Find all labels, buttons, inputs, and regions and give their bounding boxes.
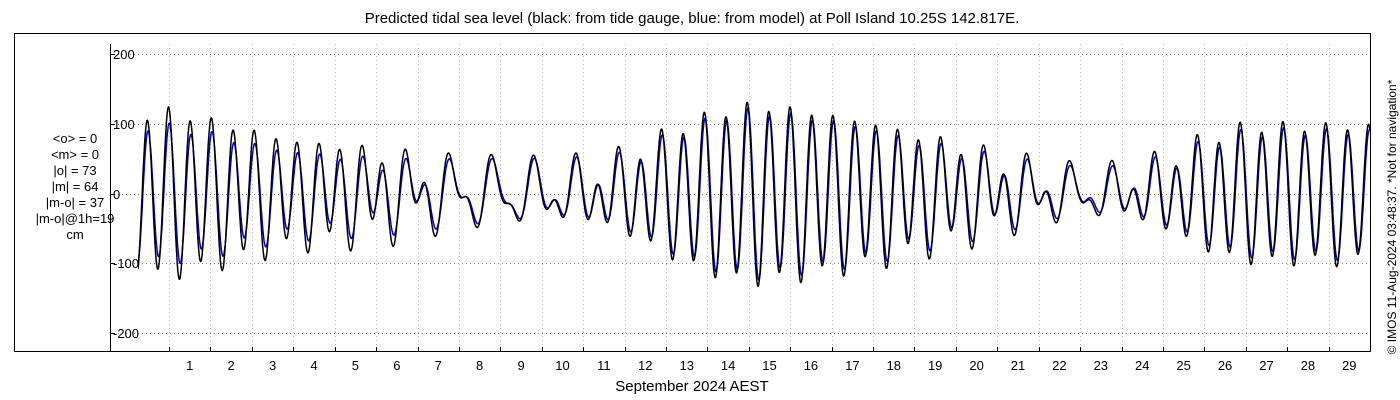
x-tick-label: 3 — [269, 358, 276, 373]
stat-abs-model: |m| = 64 — [51, 179, 99, 194]
series-layer — [138, 101, 1370, 287]
series-line-tide-gauge — [138, 101, 1370, 287]
x-tick-label: 15 — [762, 358, 776, 373]
x-tick-label: 19 — [928, 358, 942, 373]
x-tick-label: 27 — [1259, 358, 1273, 373]
stat-unit: cm — [66, 227, 84, 242]
x-tick-label: 4 — [310, 358, 317, 373]
y-tick-label: 200 — [113, 47, 135, 62]
x-tick-label: 5 — [352, 358, 359, 373]
x-tick-label: 13 — [679, 358, 693, 373]
y-tick-label: -200 — [113, 326, 139, 341]
x-tick-label: 10 — [555, 358, 569, 373]
x-tick-label: 1 — [186, 358, 193, 373]
x-tick-label: 11 — [597, 358, 611, 373]
stat-abs-observed: |o| = 73 — [53, 163, 97, 178]
stat-abs-difference: |m-o| = 37 — [45, 195, 105, 210]
axes — [110, 44, 1330, 351]
y-tick-label: 100 — [113, 117, 135, 132]
x-tick-label: 20 — [969, 358, 983, 373]
chart-title: Predicted tidal sea level (black: from t… — [364, 10, 1020, 27]
x-tick-label: 9 — [517, 358, 524, 373]
x-tick-label: 17 — [845, 358, 859, 373]
y-tick-label: 0 — [113, 187, 120, 202]
x-tick-label: 16 — [804, 358, 818, 373]
x-tick-label: 28 — [1301, 358, 1315, 373]
x-axis-label: September 2024 AEST — [615, 378, 768, 395]
statistics-panel: <o> = 0 <m> = 0 |o| = 73 |m| = 64 |m-o| … — [14, 131, 136, 243]
x-tick-label: 2 — [228, 358, 235, 373]
stat-mean-observed: <o> = 0 — [52, 131, 98, 146]
series-line-model — [138, 107, 1370, 281]
x-tick-label: 18 — [887, 358, 901, 373]
x-tick-label: 12 — [638, 358, 652, 373]
figure-frame — [14, 33, 1371, 352]
x-tick-label: 21 — [1011, 358, 1025, 373]
x-tick-label: 26 — [1218, 358, 1232, 373]
x-tick-label: 6 — [393, 358, 400, 373]
x-tick-label: 23 — [1094, 358, 1108, 373]
x-tick-label: 24 — [1135, 358, 1149, 373]
x-tick-label: 22 — [1052, 358, 1066, 373]
x-tick-label: 8 — [476, 358, 483, 373]
x-tick-label: 25 — [1176, 358, 1190, 373]
x-tick-label: 7 — [435, 358, 442, 373]
x-tick-label: 14 — [721, 358, 735, 373]
y-tick-label: -100 — [113, 256, 139, 271]
stat-abs-difference-1h: |m-o|@1h=19 — [35, 211, 115, 226]
x-tick-label: 29 — [1342, 358, 1356, 373]
stat-mean-model: <m> = 0 — [50, 147, 100, 162]
